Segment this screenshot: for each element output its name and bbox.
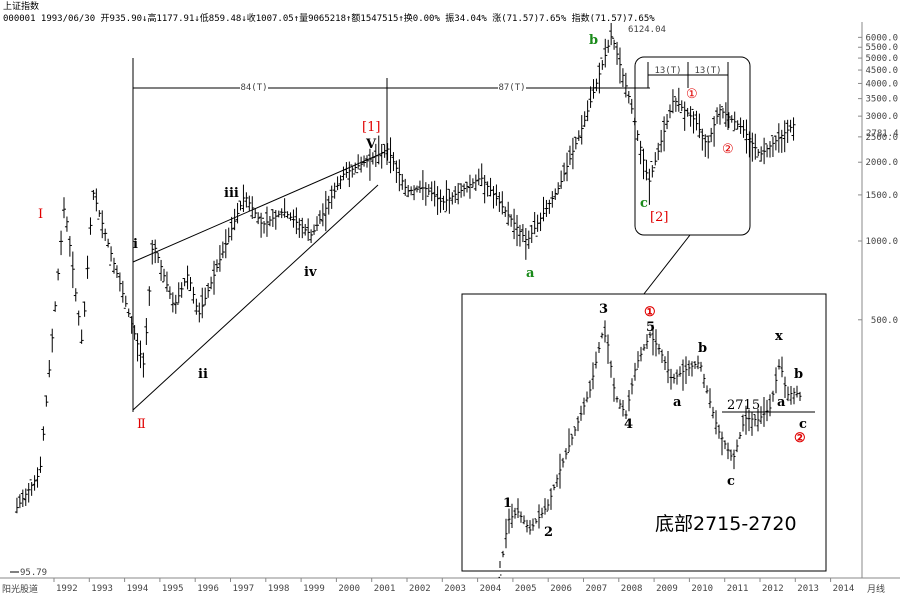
cycle-84-label: 84(T)	[240, 83, 267, 93]
inset-wave-label: ①	[644, 305, 656, 320]
period-label: 月线	[867, 583, 885, 595]
wave-i-label: i	[133, 237, 138, 252]
x-tick-label: 1998	[268, 584, 290, 594]
chart-title: 上证指数	[3, 0, 39, 12]
inset-wave-label: x	[775, 329, 783, 344]
wave-a-label: a	[526, 266, 535, 281]
wave-c-label: c	[640, 196, 648, 211]
x-tick-label: 1996	[197, 584, 219, 594]
y-tick-label: 1000.0	[865, 237, 898, 247]
y-tick-label: 6000.0	[865, 33, 898, 43]
x-axis-ticks: 1992 1993 1994 1995 1996 1997 1998 1999 2000 2001…	[53, 578, 855, 594]
inset-wave-label: 1	[503, 496, 512, 511]
x-tick-label: 2008	[621, 584, 643, 594]
inset-wave-label: b	[794, 367, 803, 382]
y-tick-label: 4500.0	[865, 66, 898, 76]
inset-level-label: 2715	[727, 398, 760, 413]
wave-2-bracket-label: [2]	[650, 210, 668, 225]
x-tick-label: 2004	[480, 584, 502, 594]
x-tick-label: 2009	[656, 584, 678, 594]
x-tick-label: 2012	[762, 584, 784, 594]
x-tick-label: 1992	[56, 584, 78, 594]
inset-wave-label: c	[799, 417, 807, 432]
x-tick-label: 2011	[727, 584, 749, 594]
x-tick-label: 2005	[515, 584, 537, 594]
cycle-13a-label: 13(T)	[654, 66, 681, 76]
ohlc-info: 000001 1993/06/30 开935.90↓高1177.91↓低859.…	[3, 12, 655, 24]
y-tick-label: 3000.0	[865, 112, 898, 122]
wave-I-label: I	[38, 207, 43, 222]
inset-title: 底部2715-2720	[655, 513, 797, 535]
inset-connector	[639, 234, 691, 300]
y-tick-label: 1500.0	[865, 191, 898, 201]
inset-wave-label: 5	[646, 320, 655, 335]
x-tick-label: 2006	[550, 584, 572, 594]
y-tick-label: 2000.0	[865, 158, 898, 168]
y-tick-label: 5500.0	[865, 43, 898, 53]
inset-wave-label: b	[698, 341, 707, 356]
high-label: 6124.04	[628, 25, 666, 35]
inset-wave-label: a	[673, 395, 682, 410]
inset-wave-label: 3	[599, 302, 608, 317]
x-tick-label: 2010	[691, 584, 713, 594]
x-tick-label: 1995	[162, 584, 184, 594]
current-price-label: 2781.4	[866, 129, 899, 139]
x-tick-label: 2007	[586, 584, 608, 594]
cycle-13b-label: 13(T)	[694, 66, 721, 76]
x-tick-label: 2003	[444, 584, 466, 594]
wave-circle1-label: ①	[686, 87, 698, 102]
wave-II-label: Ⅱ	[137, 417, 146, 432]
x-tick-label: 2002	[409, 584, 431, 594]
wave-circle2-label: ②	[722, 142, 734, 157]
wave-v-label: V	[365, 137, 377, 152]
x-tick-label: 2013	[797, 584, 819, 594]
x-tick-label: 1999	[303, 584, 325, 594]
zoom-box	[634, 56, 751, 236]
inset-wave-label: c	[727, 474, 735, 489]
inset-bars	[498, 320, 802, 578]
source-label: 阳光股道	[2, 583, 38, 595]
wedge-lower-line	[132, 184, 379, 411]
x-tick-label: 1994	[127, 584, 149, 594]
wave-iii-label: iii	[224, 186, 239, 201]
inset-panel	[461, 293, 827, 572]
inset-wave-label: 4	[624, 417, 633, 432]
price-bars	[14, 22, 796, 514]
x-tick-label: 1997	[233, 584, 255, 594]
x-tick-label: 2000	[338, 584, 360, 594]
wave-iv-label: iv	[304, 265, 317, 280]
cycle-87-label: 87(T)	[498, 83, 525, 93]
inset-wave-label: 2	[544, 525, 553, 540]
y-tick-label: 4000.0	[865, 79, 898, 89]
wave-1-bracket-label: [1]	[362, 120, 380, 135]
x-tick-label: 1993	[91, 584, 113, 594]
y-tick-label: 500.0	[871, 316, 898, 326]
y-tick-label: 5000.0	[865, 54, 898, 64]
wave-ii-label: ii	[198, 367, 208, 382]
inset-wave-label: a	[777, 395, 786, 410]
x-tick-label: 2001	[374, 584, 396, 594]
y-tick-label: 2500.0	[865, 133, 898, 143]
wedge-upper-line	[132, 151, 386, 263]
low-label: 95.79	[20, 568, 47, 578]
wave-b-label: b	[589, 33, 598, 48]
y-tick-label: 3500.0	[865, 95, 898, 105]
trend-lines	[132, 58, 729, 412]
inset-wave-label: ②	[794, 431, 806, 446]
x-tick-label: 2014	[833, 584, 855, 594]
